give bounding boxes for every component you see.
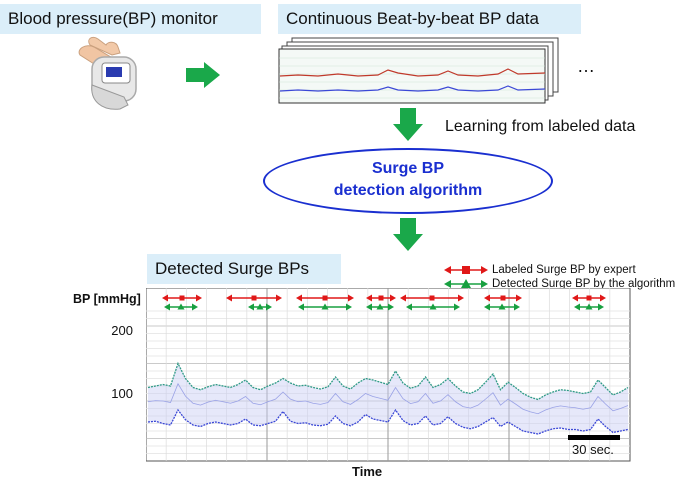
expert-surge-marker — [366, 294, 396, 302]
expert-surge-marker — [572, 294, 606, 302]
algorithm-ellipse: Surge BP detection algorithm — [263, 148, 553, 214]
ytick-label: 200 — [111, 323, 133, 338]
flow-arrow-right-icon — [186, 62, 220, 88]
algorithm-surge-marker — [406, 303, 460, 311]
legend-expert-marker — [444, 266, 488, 274]
legend-icons — [444, 266, 488, 288]
legend-algorithm-text: Detected Surge BP by the algorithm — [492, 278, 676, 290]
chart-grid — [146, 288, 630, 461]
expert-surge-marker — [296, 294, 354, 302]
scale-bar-label: 30 sec. — [572, 442, 614, 457]
chart-xlabel: Time — [352, 464, 383, 479]
mean-trace — [147, 382, 629, 415]
bp-traces — [147, 361, 629, 435]
legend-algorithm-marker — [444, 279, 488, 288]
algorithm-surge-marker — [366, 303, 394, 311]
ytick-label: 100 — [111, 386, 133, 401]
wrist-monitor-icon — [78, 36, 137, 110]
expert-surge-marker — [484, 294, 522, 302]
data-label: Continuous Beat-by-beat BP data — [278, 4, 581, 34]
scale-bar — [568, 435, 620, 440]
expert-surge-marker — [226, 294, 282, 302]
chart-ylabel: BP [mmHg] — [73, 292, 141, 306]
algorithm-surge-marker — [248, 303, 272, 311]
surge-markers — [162, 294, 606, 311]
bp-chart — [146, 288, 631, 462]
algorithm-surge-marker — [484, 303, 520, 311]
more-ellipsis: … — [577, 56, 595, 76]
diastolic-trace — [147, 408, 629, 435]
algorithm-title: Surge BP — [371, 160, 444, 177]
algorithm-surge-marker — [574, 303, 604, 311]
legend-expert-text: Labeled Surge BP by expert — [492, 264, 636, 276]
bp-range-band — [148, 363, 628, 434]
expert-surge-marker — [162, 294, 202, 302]
monitor-label: Blood pressure(BP) monitor — [0, 4, 261, 34]
algorithm-subtitle: detection algorithm — [333, 182, 483, 199]
systolic-trace — [147, 361, 629, 401]
learning-text: Learning from labeled data — [445, 118, 636, 135]
bp-data-sheets — [278, 37, 559, 104]
algorithm-surge-marker — [298, 303, 352, 311]
algorithm-surge-marker — [164, 303, 198, 311]
result-title: Detected Surge BPs — [147, 254, 341, 284]
flow-arrow-down-icon — [393, 108, 423, 141]
expert-surge-marker — [400, 294, 464, 302]
flow-arrow-down-icon — [393, 218, 423, 251]
